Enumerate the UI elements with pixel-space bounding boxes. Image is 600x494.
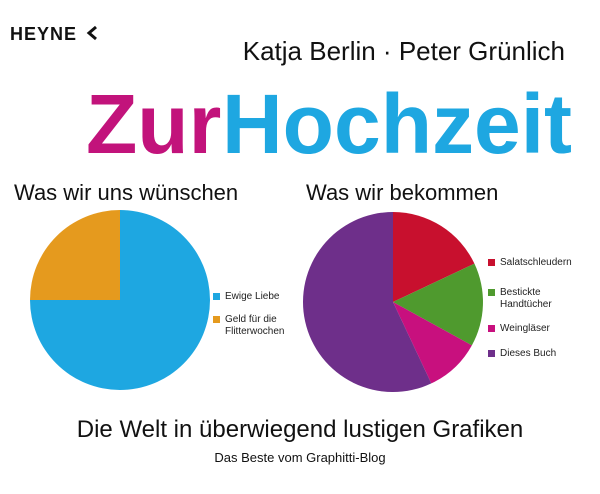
publisher: HEYNE [10, 24, 77, 44]
legend-label: Weingläser [500, 323, 550, 334]
title-second: Hochzeit [222, 77, 572, 171]
subtitle: Die Welt in überwiegend lustigen Grafike… [77, 416, 523, 443]
pie-slice [30, 210, 120, 300]
pie-slice [393, 263, 483, 346]
pie-slice [393, 212, 475, 302]
chart-title: Was wir bekommen [306, 180, 498, 205]
legend-label: Ewige Liebe [225, 291, 280, 302]
authors: Katja Berlin · Peter Grünlich [243, 36, 565, 66]
legend-swatch [488, 289, 495, 296]
pie-slice [393, 302, 472, 384]
legend-swatch [213, 293, 220, 300]
publisher-logo [86, 25, 97, 41]
legend-label: Bestickte Handtücher [500, 287, 552, 310]
legend-label: Salatschleudern [500, 257, 572, 268]
legend-label: Dieses Buch [500, 348, 557, 359]
chart-title: Was wir uns wünschen [14, 180, 238, 205]
legend-swatch [213, 316, 220, 323]
legend-swatch [488, 325, 495, 332]
title-first: Zur [86, 77, 221, 171]
tagline: Das Beste vom Graphitti-Blog [214, 450, 385, 465]
legend-swatch [488, 350, 495, 357]
legend-swatch [488, 259, 495, 266]
legend-label: Geld für die Flitterwochen [225, 314, 285, 337]
pie-slice [302, 212, 432, 392]
